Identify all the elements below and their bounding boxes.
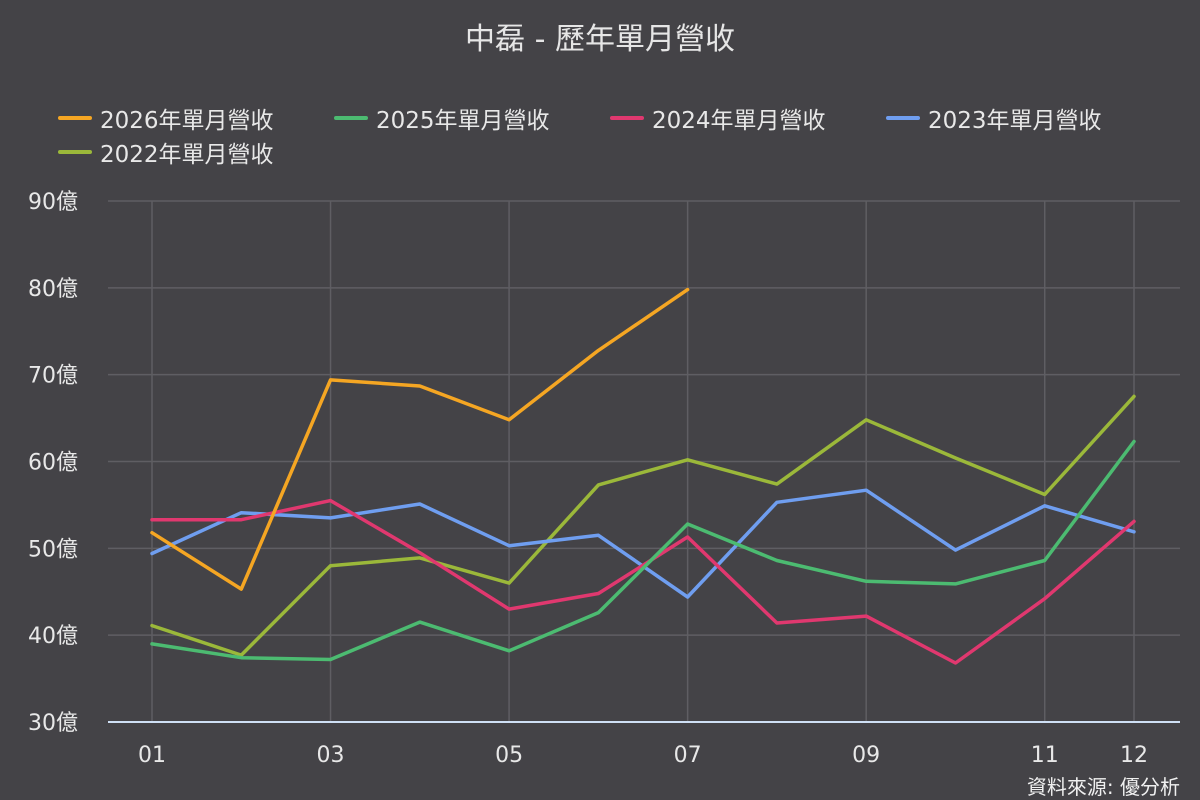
- x-tick-label: 03: [317, 743, 345, 768]
- legend-swatch: [886, 116, 920, 120]
- y-tick-label: 70億: [28, 364, 78, 389]
- legend-label: 2025年單月營收: [376, 108, 550, 134]
- chart-title: 中磊 - 歷年單月營收: [465, 22, 735, 57]
- x-tick-label: 11: [1031, 743, 1059, 768]
- series-line-2024年單月營收: [150, 498, 1136, 665]
- y-tick-label: 40億: [28, 624, 78, 649]
- series-line-2025年單月營收: [150, 439, 1136, 662]
- y-tick-label: 80億: [28, 277, 78, 302]
- x-tick-label: 09: [852, 743, 880, 768]
- legend-swatch: [58, 116, 92, 120]
- x-tick-label: 12: [1120, 743, 1148, 768]
- x-tick-label: 07: [674, 743, 702, 768]
- y-tick-label: 90億: [28, 190, 78, 215]
- y-tick-label: 60億: [28, 451, 78, 476]
- y-tick-label: 30億: [28, 711, 78, 736]
- legend-item[interactable]: 2024年單月營收: [610, 104, 886, 134]
- legend-label: 2024年單月營收: [652, 108, 826, 134]
- x-tick-label: 05: [495, 743, 523, 768]
- y-tick-label: 50億: [28, 537, 78, 562]
- legend-item[interactable]: 2026年單月營收: [58, 104, 334, 134]
- legend-item[interactable]: 2022年單月營收: [58, 138, 334, 168]
- legend: 2026年單月營收 2025年單月營收 2024年單月營收 2023年單月營收 2022…: [58, 104, 1178, 168]
- legend-label: 2026年單月營收: [100, 108, 274, 134]
- legend-item[interactable]: 2025年單月營收: [334, 104, 610, 134]
- series-line-2022年單月營收: [150, 394, 1136, 657]
- x-tick-label: 01: [138, 743, 166, 768]
- legend-label: 2023年單月營收: [928, 108, 1102, 134]
- source-note: 資料來源: 優分析: [1026, 775, 1180, 799]
- legend-swatch: [58, 150, 92, 154]
- legend-label: 2022年單月營收: [100, 142, 274, 168]
- legend-swatch: [334, 116, 368, 120]
- legend-item[interactable]: 2023年單月營收: [886, 104, 1162, 134]
- series-line-2026年單月營收: [150, 287, 690, 591]
- legend-swatch: [610, 116, 644, 120]
